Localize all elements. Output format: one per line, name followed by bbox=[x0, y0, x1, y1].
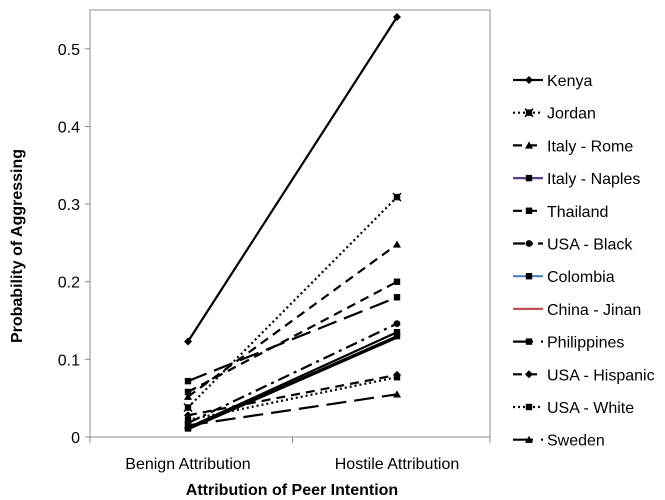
series-line bbox=[187, 373, 398, 417]
legend-label: Colombia bbox=[547, 269, 615, 286]
legend-item-philippines: Philippines bbox=[513, 335, 624, 352]
legend-item-italy-naples: Italy - Naples bbox=[513, 171, 640, 188]
data-point bbox=[393, 332, 401, 340]
series-usa-white bbox=[184, 374, 401, 424]
legend-marker bbox=[525, 207, 533, 214]
series-sweden bbox=[184, 390, 401, 429]
data-point bbox=[184, 416, 192, 424]
data-point bbox=[393, 390, 401, 398]
legend-marker bbox=[525, 76, 533, 84]
legend-label: Italy - Naples bbox=[547, 171, 640, 188]
legend-label: USA - Hispanic bbox=[547, 367, 655, 384]
y-tick-label: 0.1 bbox=[58, 352, 80, 369]
legend-marker bbox=[525, 435, 533, 443]
plot-area bbox=[89, 9, 491, 438]
plot-frame bbox=[89, 9, 491, 438]
x-tick-label: Hostile Attribution bbox=[335, 456, 460, 473]
data-point bbox=[184, 388, 192, 396]
data-point bbox=[184, 337, 192, 346]
legend-item-usa-black: USA - Black bbox=[513, 237, 633, 254]
data-point bbox=[393, 328, 401, 336]
legend-item-usa-white: USA - White bbox=[513, 400, 634, 417]
data-point bbox=[392, 192, 402, 202]
legend: Kenya Jordan Italy - Rome Italy - Naples Tha… bbox=[513, 73, 655, 450]
data-point bbox=[183, 402, 193, 413]
axes: 0 0.1 0.2 0.3 0.4 0.5 Benign Attribution Hostil… bbox=[58, 42, 491, 473]
legend-item-kenya: Kenya bbox=[513, 73, 592, 90]
data-point bbox=[393, 374, 401, 381]
series-line bbox=[187, 322, 398, 425]
data-point bbox=[393, 320, 401, 328]
y-tick-label: 0.2 bbox=[58, 275, 80, 292]
series-kenya bbox=[184, 12, 401, 346]
data-point bbox=[184, 377, 192, 385]
x-tick-label: Benign Attribution bbox=[125, 456, 250, 473]
y-tick-label: 0.4 bbox=[58, 119, 80, 136]
data-point bbox=[393, 12, 401, 21]
legend-item-usa-hispanic: USA - Hispanic bbox=[513, 367, 655, 384]
series-line bbox=[187, 280, 398, 393]
x-axis-title: Attribution of Peer Intention bbox=[186, 482, 398, 499]
series-line bbox=[187, 243, 398, 398]
data-point bbox=[393, 240, 401, 248]
legend-label: Philippines bbox=[547, 335, 624, 352]
data-point bbox=[184, 421, 192, 429]
legend-item-colombia: Colombia bbox=[513, 269, 615, 286]
legend-marker bbox=[525, 338, 533, 345]
legend-label: Jordan bbox=[547, 106, 596, 123]
series-thailand bbox=[184, 278, 401, 396]
series-italy-rome bbox=[184, 240, 401, 400]
legend-label: Sweden bbox=[547, 433, 605, 450]
y-tick-label: 0.5 bbox=[58, 42, 80, 59]
legend-item-sweden: Sweden bbox=[513, 433, 605, 450]
y-axis-title: Probability of Aggressing bbox=[9, 149, 26, 343]
data-point bbox=[393, 294, 401, 301]
legend-label: Italy - Rome bbox=[547, 138, 633, 155]
legend-marker bbox=[525, 370, 533, 379]
series-jordan bbox=[183, 192, 402, 413]
series-line bbox=[187, 393, 398, 427]
legend-marker bbox=[525, 174, 533, 182]
legend-label: USA - Black bbox=[547, 237, 633, 254]
legend-label: China - Jinan bbox=[547, 302, 641, 319]
series-line bbox=[187, 376, 398, 421]
series-china-jinan bbox=[187, 336, 398, 431]
legend-label: Kenya bbox=[547, 73, 592, 90]
legend-item-jordan: Jordan bbox=[513, 106, 596, 123]
legend-marker bbox=[525, 403, 533, 411]
legend-label: Thailand bbox=[547, 204, 608, 221]
data-point bbox=[393, 278, 401, 285]
data-point bbox=[184, 392, 192, 400]
series-line bbox=[187, 296, 398, 383]
series-layer bbox=[183, 12, 402, 432]
series-usa-black bbox=[184, 320, 401, 427]
legend-item-china-jinan: China - Jinan bbox=[513, 302, 641, 319]
series-line bbox=[187, 336, 398, 431]
series-line bbox=[187, 16, 398, 343]
y-tick-label: 0 bbox=[71, 430, 80, 447]
legend-item-thailand: Thailand bbox=[513, 204, 608, 221]
legend-label: USA - White bbox=[547, 400, 634, 417]
y-tick-label: 0.3 bbox=[58, 197, 80, 214]
legend-marker bbox=[525, 240, 533, 247]
legend-marker bbox=[525, 273, 533, 280]
legend-marker bbox=[524, 108, 534, 118]
legend-item-italy-rome: Italy - Rome bbox=[513, 138, 633, 155]
legend-marker bbox=[525, 141, 533, 149]
series-philippines bbox=[184, 294, 401, 385]
